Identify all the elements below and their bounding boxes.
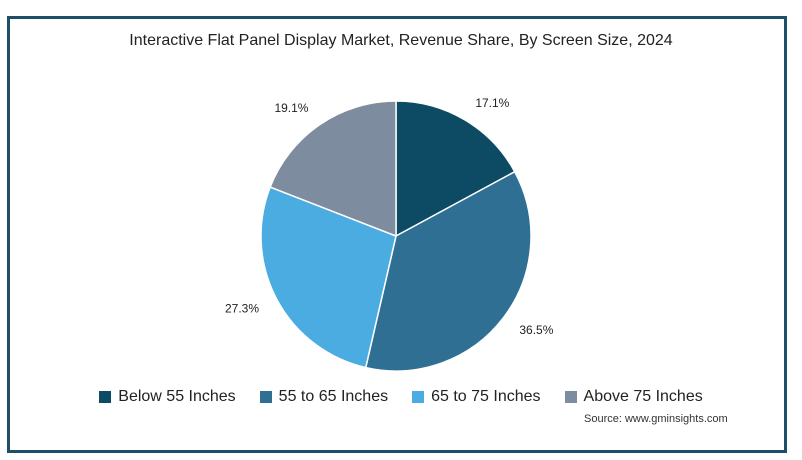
legend-item-above-75: Above 75 Inches [564, 388, 703, 406]
legend-swatch [564, 391, 577, 403]
legend-label: Below 55 Inches [118, 388, 236, 405]
legend-label: Above 75 Inches [583, 388, 703, 405]
pie-slice [364, 170, 532, 372]
legend-swatch [412, 391, 425, 403]
pie-slice [260, 186, 397, 369]
pie-slice [269, 100, 397, 238]
slice-value-label: 36.5% [519, 323, 553, 337]
source-note: Source: www.gminsights.com [584, 413, 728, 425]
chart-title: Interactive Flat Panel Display Market, R… [129, 32, 673, 49]
legend-item-below-55: Below 55 Inches [99, 388, 236, 406]
legend-item-55-to-65: 55 to 65 Inches [259, 388, 389, 406]
legend-item-65-to-75: 65 to 75 Inches [412, 388, 541, 406]
slice-value-label: 17.1% [475, 96, 509, 110]
slice-value-label: 27.3% [225, 302, 259, 316]
legend-swatch [259, 391, 272, 403]
legend-label: 65 to 75 Inches [431, 388, 541, 405]
legend-swatch [99, 391, 112, 403]
slice-value-label: 19.1% [274, 101, 308, 115]
legend: Below 55 Inches 55 to 65 Inches 65 to 75… [0, 388, 802, 406]
pie-slice [395, 100, 516, 238]
legend-label: 55 to 65 Inches [278, 388, 389, 405]
